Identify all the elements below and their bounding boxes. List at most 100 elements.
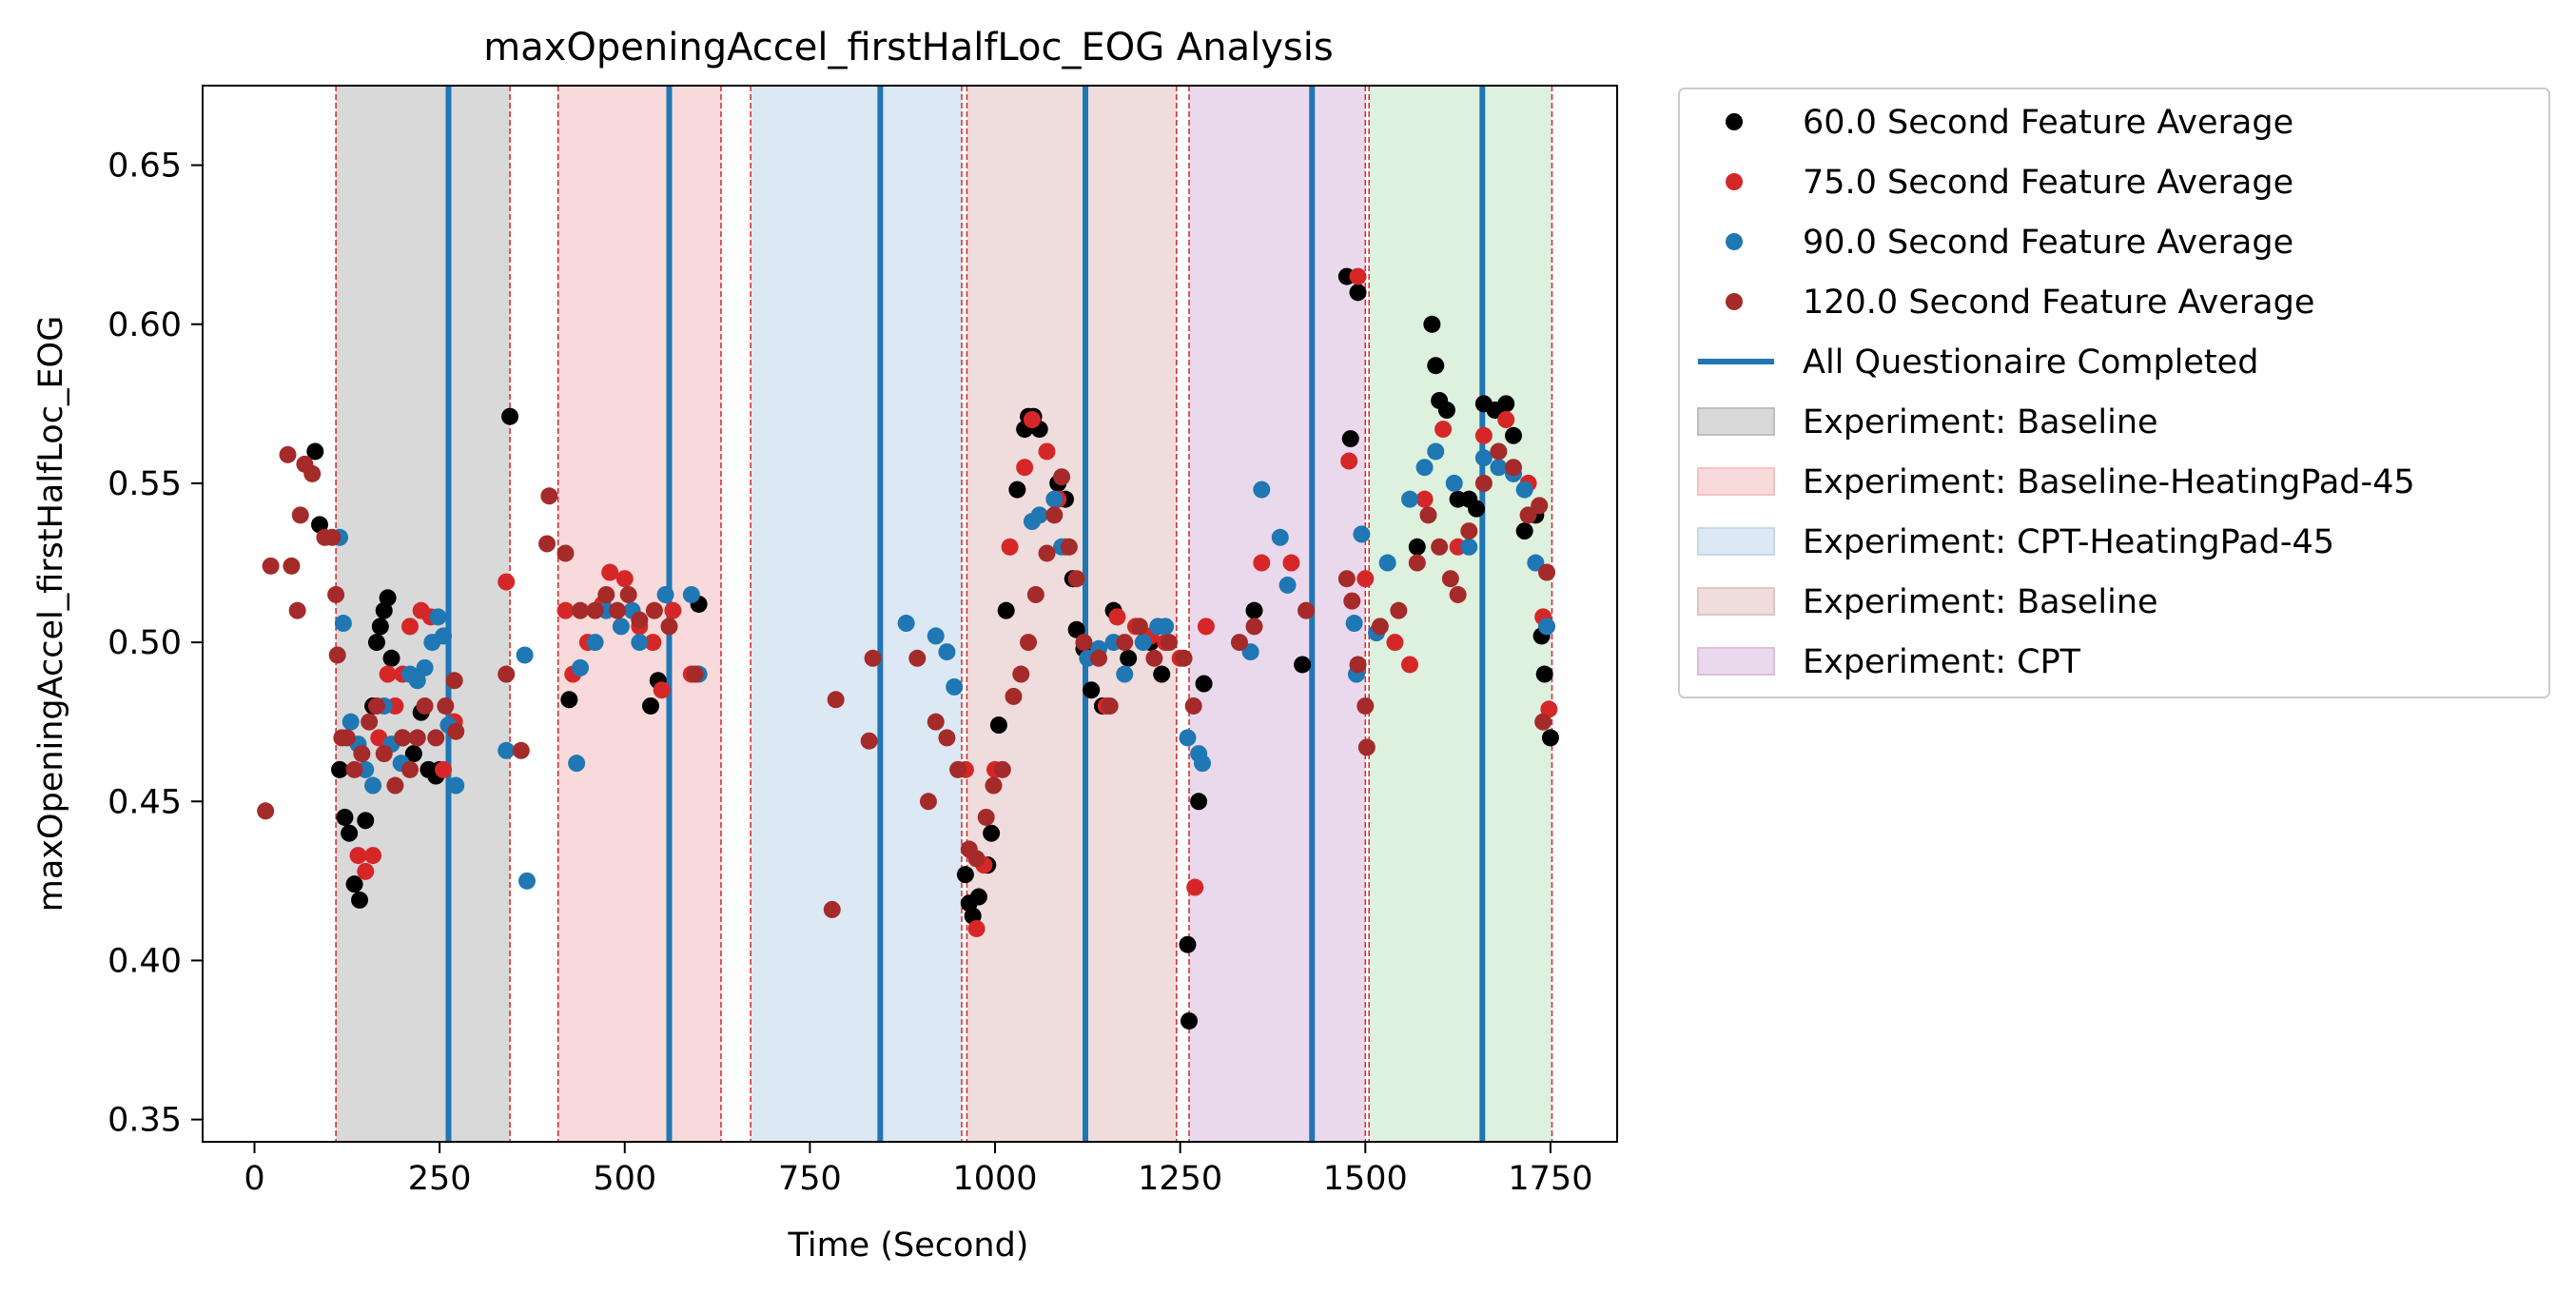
point-series-2-18 [516, 646, 534, 664]
point-series-1-40 [1186, 878, 1204, 896]
point-series-0-53 [1245, 601, 1263, 619]
plot-frame [202, 85, 1618, 1143]
point-series-2-62 [1474, 449, 1493, 467]
legend-label-0: 60.0 Second Feature Average [1803, 104, 2293, 142]
point-series-2-60 [1445, 474, 1463, 492]
point-series-3-24 [427, 729, 445, 747]
point-series-0-10 [371, 618, 389, 636]
point-series-3-73 [1184, 697, 1202, 715]
point-series-0-73 [1535, 665, 1553, 683]
plot-area: 0 250 500 750 1000 1250 1500 1750 0.35 0.40 0.45 0.… [107, 85, 1618, 1198]
point-series-1-46 [1356, 570, 1375, 588]
point-series-3-77 [1337, 570, 1356, 588]
legend-label-4: All Questionaire Completed [1803, 343, 2258, 382]
point-series-3-43 [827, 691, 845, 709]
point-series-1-44 [1340, 452, 1358, 470]
point-series-1-2 [364, 847, 382, 865]
point-series-2-56 [1378, 554, 1396, 572]
legend-patch-6 [1697, 467, 1775, 496]
point-series-3-93 [1519, 506, 1537, 524]
legend-label-9: Experiment: CPT [1803, 643, 2081, 681]
point-series-3-65 [1075, 634, 1093, 652]
point-series-3-3 [283, 557, 301, 575]
legend-label-7: Experiment: CPT-HeatingPad-45 [1803, 523, 2334, 561]
point-series-3-4 [288, 601, 306, 619]
point-series-3-7 [303, 464, 322, 482]
point-series-1-50 [1434, 421, 1453, 439]
point-series-3-87 [1441, 570, 1459, 588]
point-series-3-54 [985, 776, 1003, 795]
point-series-3-75 [1245, 618, 1263, 636]
point-series-2-16 [447, 776, 465, 795]
point-series-2-19 [517, 872, 536, 890]
point-series-3-94 [1531, 497, 1549, 515]
point-series-3-83 [1390, 601, 1408, 619]
point-series-3-76 [1298, 601, 1316, 619]
point-series-0-4 [341, 824, 359, 842]
point-series-2-41 [1116, 665, 1134, 683]
point-series-2-21 [572, 658, 590, 677]
legend: 60.0 Second Feature Average 75.0 Second F… [1678, 88, 2550, 698]
point-series-2-45 [1179, 729, 1197, 747]
point-series-1-17 [601, 563, 619, 581]
legend-marker-2 [1726, 233, 1743, 250]
point-series-1-45 [1349, 267, 1367, 285]
point-series-3-74 [1230, 634, 1248, 652]
point-series-0-58 [1408, 538, 1426, 556]
point-series-3-26 [445, 672, 463, 690]
plot-inner [257, 86, 1559, 1142]
y-tick-label-4: 0.55 [107, 465, 182, 503]
point-series-3-81 [1357, 738, 1376, 756]
point-series-3-89 [1460, 522, 1478, 540]
point-series-3-67 [1101, 697, 1119, 715]
point-series-3-14 [345, 760, 363, 778]
point-series-3-90 [1474, 474, 1493, 492]
point-series-0-20 [501, 407, 519, 425]
y-tick-label-1: 0.40 [107, 942, 182, 980]
point-series-1-0 [349, 847, 367, 865]
point-series-3-60 [1038, 544, 1056, 562]
point-series-0-7 [357, 812, 375, 830]
x-tick-label-1: 250 [408, 1160, 472, 1198]
point-series-3-0 [257, 802, 275, 820]
point-series-3-53 [977, 808, 995, 826]
point-series-2-54 [1353, 525, 1371, 543]
y-tick-label-2: 0.45 [107, 783, 182, 821]
point-series-2-30 [897, 615, 915, 633]
point-series-3-55 [993, 760, 1011, 778]
point-series-3-85 [1419, 506, 1437, 524]
point-series-1-21 [653, 681, 671, 699]
point-series-0-74 [1541, 729, 1559, 747]
point-series-1-20 [644, 634, 662, 652]
experiment-span-2 [751, 86, 962, 1142]
x-tick-label-6: 1500 [1323, 1160, 1408, 1198]
legend-patch-5 [1697, 407, 1775, 436]
y-tick-label-5: 0.60 [107, 306, 182, 344]
point-series-2-5 [364, 776, 382, 795]
point-series-2-49 [1253, 481, 1271, 499]
point-series-3-42 [823, 900, 841, 918]
point-series-3-72 [1175, 649, 1193, 667]
point-series-0-69 [1505, 426, 1523, 444]
point-series-3-69 [1130, 618, 1148, 636]
point-series-1-7 [400, 618, 419, 636]
point-series-0-13 [382, 649, 400, 667]
point-series-1-56 [1540, 700, 1558, 718]
legend-label-6: Experiment: Baseline-HeatingPad-45 [1803, 463, 2415, 501]
point-series-0-46 [1120, 649, 1138, 667]
point-series-3-95 [1538, 563, 1556, 581]
point-series-3-27 [447, 722, 465, 740]
point-series-3-45 [864, 649, 882, 667]
point-series-3-32 [556, 544, 575, 562]
legend-label-1: 75.0 Second Feature Average [1803, 164, 2293, 202]
x-tick-label-2: 500 [593, 1160, 656, 1198]
point-series-2-28 [682, 585, 700, 603]
point-series-3-48 [927, 713, 945, 731]
point-series-1-29 [1016, 459, 1034, 477]
point-series-3-22 [408, 729, 426, 747]
point-series-3-47 [919, 793, 937, 811]
point-series-0-33 [1008, 481, 1026, 499]
point-series-3-36 [608, 601, 626, 619]
point-series-0-41 [1067, 620, 1085, 638]
point-series-2-67 [1538, 618, 1556, 636]
